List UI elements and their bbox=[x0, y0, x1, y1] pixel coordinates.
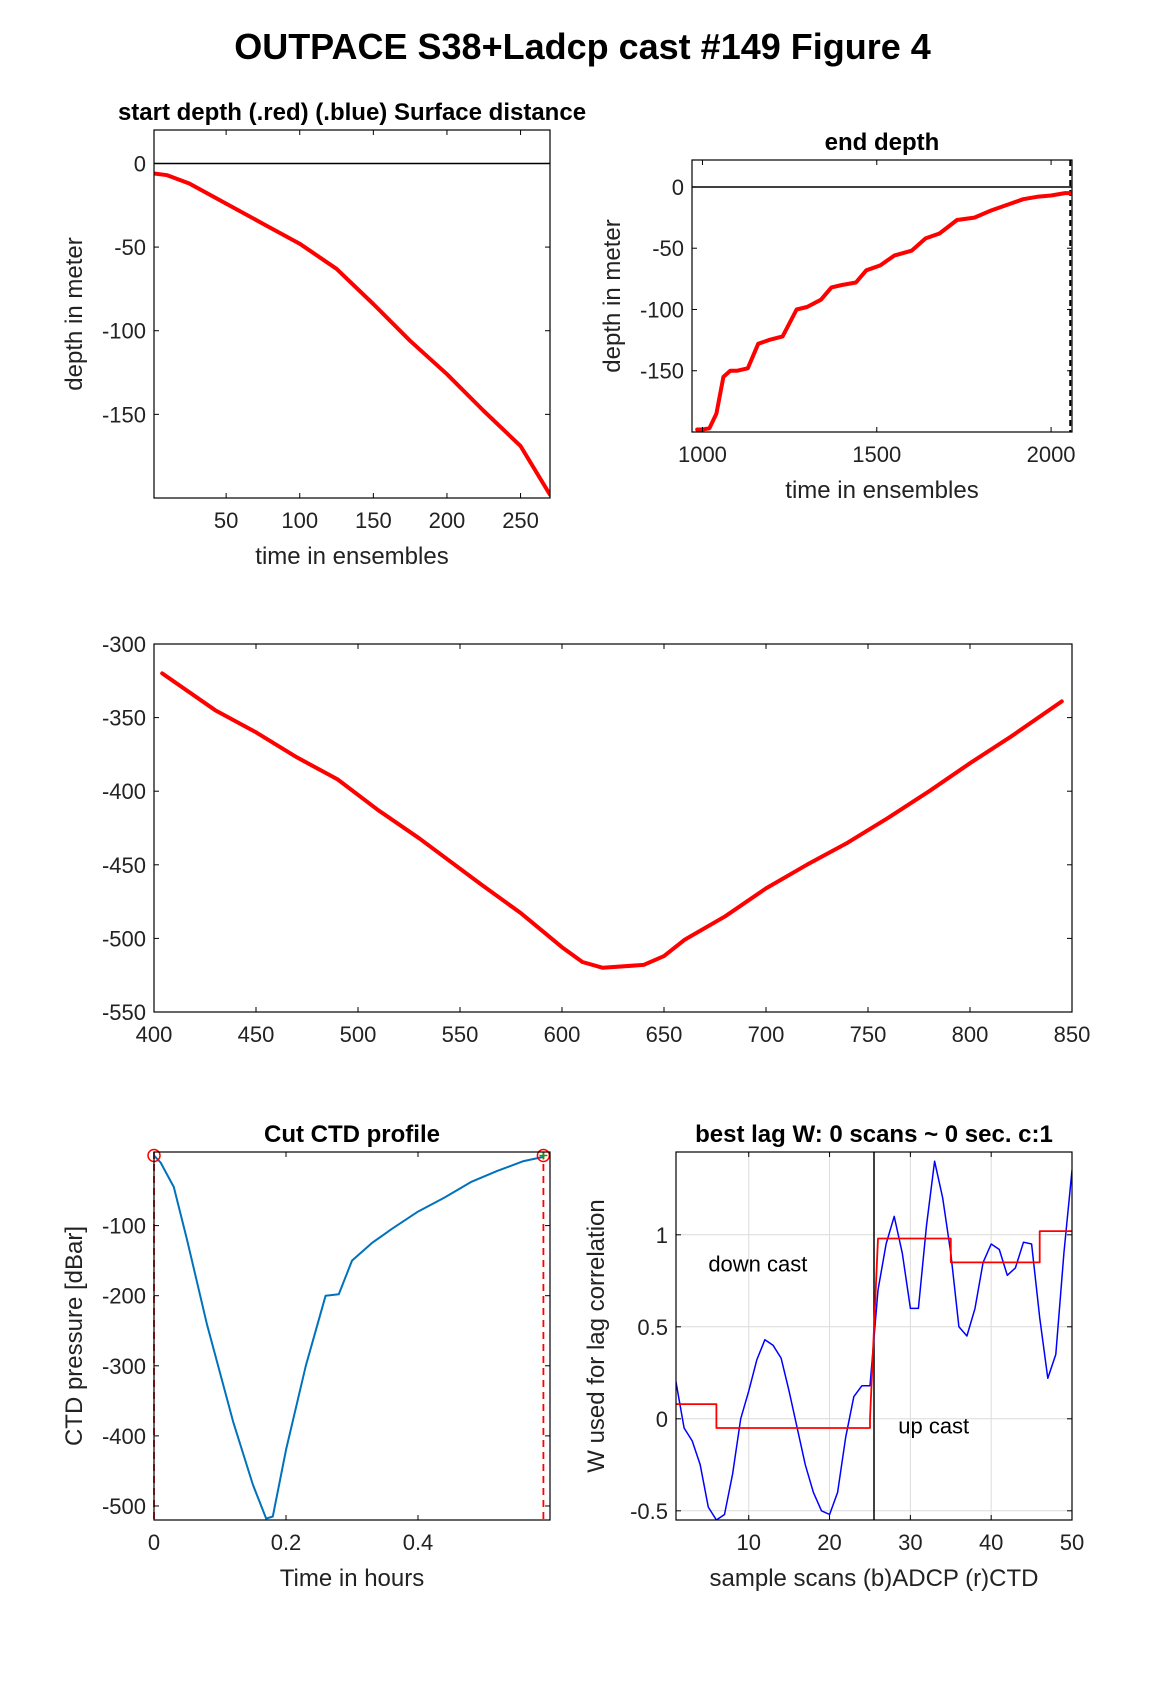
x-tick-label: 650 bbox=[646, 1022, 683, 1047]
x-tick-label: 0.4 bbox=[403, 1530, 434, 1555]
y-tick-label: -200 bbox=[102, 1284, 146, 1309]
x-tick-label: 100 bbox=[281, 508, 318, 533]
series-line-red-0 bbox=[695, 191, 1072, 432]
annotation-label: up cast bbox=[898, 1414, 969, 1439]
y-tick-label: -100 bbox=[102, 1214, 146, 1239]
series-line-profile-0 bbox=[154, 1154, 545, 1520]
y-tick-label: 0 bbox=[672, 175, 684, 200]
y-tick-label: -100 bbox=[640, 297, 684, 322]
y-tick-label: 0.5 bbox=[637, 1315, 668, 1340]
x-tick-label: 0 bbox=[148, 1530, 160, 1555]
x-tick-label: 400 bbox=[136, 1022, 173, 1047]
x-tick-label: 40 bbox=[979, 1530, 1003, 1555]
x-axis-label: time in ensembles bbox=[785, 477, 978, 504]
chart-start: 50 100 150 200 250 0 -50 -100 -150 start depth (.… bbox=[61, 99, 586, 570]
plot-frame bbox=[153, 129, 551, 499]
chart-title: Cut CTD profile bbox=[264, 1121, 440, 1148]
x-tick-label: 250 bbox=[502, 508, 539, 533]
chart-cut: 0 0.2 0.4 -100 -200 -300 -400 -500 Cut CTD profi… bbox=[61, 1121, 551, 1592]
x-tick-label: 200 bbox=[429, 508, 466, 533]
x-tick-label: 750 bbox=[850, 1022, 887, 1047]
plot-frame bbox=[153, 1151, 551, 1521]
y-axis-label: W used for lag correlation bbox=[583, 1199, 610, 1472]
y-tick-label: -150 bbox=[640, 359, 684, 384]
y-tick-label: -450 bbox=[102, 853, 146, 878]
x-tick-label: 850 bbox=[1054, 1022, 1091, 1047]
x-tick-label: 150 bbox=[355, 508, 392, 533]
x-tick-label: 800 bbox=[952, 1022, 989, 1047]
x-tick-label: 1000 bbox=[678, 442, 727, 467]
y-tick-label: -350 bbox=[102, 706, 146, 731]
x-axis-label: sample scans (b)ADCP (r)CTD bbox=[710, 1565, 1039, 1592]
y-tick-label: -0.5 bbox=[630, 1499, 668, 1524]
x-axis-label: time in ensembles bbox=[255, 543, 448, 570]
x-tick-label: 500 bbox=[340, 1022, 377, 1047]
y-tick-label: -100 bbox=[102, 319, 146, 344]
chart-title: best lag W: 0 scans ~ 0 sec. c:1 bbox=[695, 1121, 1053, 1148]
y-tick-label: -50 bbox=[114, 235, 146, 260]
x-tick-label: 450 bbox=[238, 1022, 275, 1047]
x-tick-label: 10 bbox=[736, 1530, 760, 1555]
y-tick-label: -500 bbox=[102, 926, 146, 951]
annotation-label: down cast bbox=[708, 1252, 807, 1277]
plot-frame bbox=[675, 1151, 1073, 1521]
y-tick-label: -300 bbox=[102, 1354, 146, 1379]
y-axis-label: depth in meter bbox=[599, 219, 626, 372]
series-line-red-0 bbox=[160, 671, 1064, 970]
series-line-red-1 bbox=[676, 1230, 1072, 1429]
chart-title: start depth (.red) (.blue) Surface dista… bbox=[118, 99, 586, 126]
x-tick-label: 50 bbox=[214, 508, 238, 533]
x-tick-label: 50 bbox=[1060, 1530, 1084, 1555]
x-tick-label: 0.2 bbox=[271, 1530, 302, 1555]
plot-area bbox=[154, 644, 1072, 1012]
x-tick-label: 550 bbox=[442, 1022, 479, 1047]
x-tick-label: 2000 bbox=[1027, 442, 1076, 467]
x-tick-label: 700 bbox=[748, 1022, 785, 1047]
y-tick-label: -400 bbox=[102, 779, 146, 804]
plot-area bbox=[154, 130, 550, 498]
x-tick-label: 20 bbox=[817, 1530, 841, 1555]
plot-frame bbox=[153, 643, 1073, 1013]
y-tick-label: 1 bbox=[656, 1223, 668, 1248]
plot-area bbox=[154, 1152, 550, 1520]
chart-middle: 400 450 500 550 600 650 700 750 800 850 -300 -350 -4… bbox=[102, 632, 1090, 1047]
chart-title: end depth bbox=[825, 129, 940, 156]
plot-frame bbox=[691, 159, 1073, 433]
y-tick-label: -300 bbox=[102, 632, 146, 657]
y-tick-label: 0 bbox=[656, 1407, 668, 1432]
y-tick-label: -150 bbox=[102, 402, 146, 427]
chart-lag: 10 20 30 40 50 -0.5 0 0.5 1 best lag W: 0 scans ~… bbox=[583, 1121, 1084, 1592]
x-tick-label: 1500 bbox=[852, 442, 901, 467]
y-tick-label: -400 bbox=[102, 1424, 146, 1449]
y-axis-label: CTD pressure [dBar] bbox=[61, 1226, 88, 1446]
y-tick-label: -500 bbox=[102, 1494, 146, 1519]
y-tick-label: -550 bbox=[102, 1000, 146, 1025]
y-tick-label: 0 bbox=[134, 151, 146, 176]
chart-end: 1000 1500 2000 0 -50 -100 -150 end depth time in… bbox=[599, 129, 1076, 504]
y-axis-label: depth in meter bbox=[61, 237, 88, 390]
y-tick-label: -50 bbox=[652, 236, 684, 261]
x-axis-label: Time in hours bbox=[280, 1565, 425, 1592]
series-line-red-0 bbox=[154, 171, 550, 497]
x-tick-label: 600 bbox=[544, 1022, 581, 1047]
figure-title: OUTPACE S38+Ladcp cast #149 Figure 4 bbox=[234, 26, 931, 67]
x-tick-label: 30 bbox=[898, 1530, 922, 1555]
